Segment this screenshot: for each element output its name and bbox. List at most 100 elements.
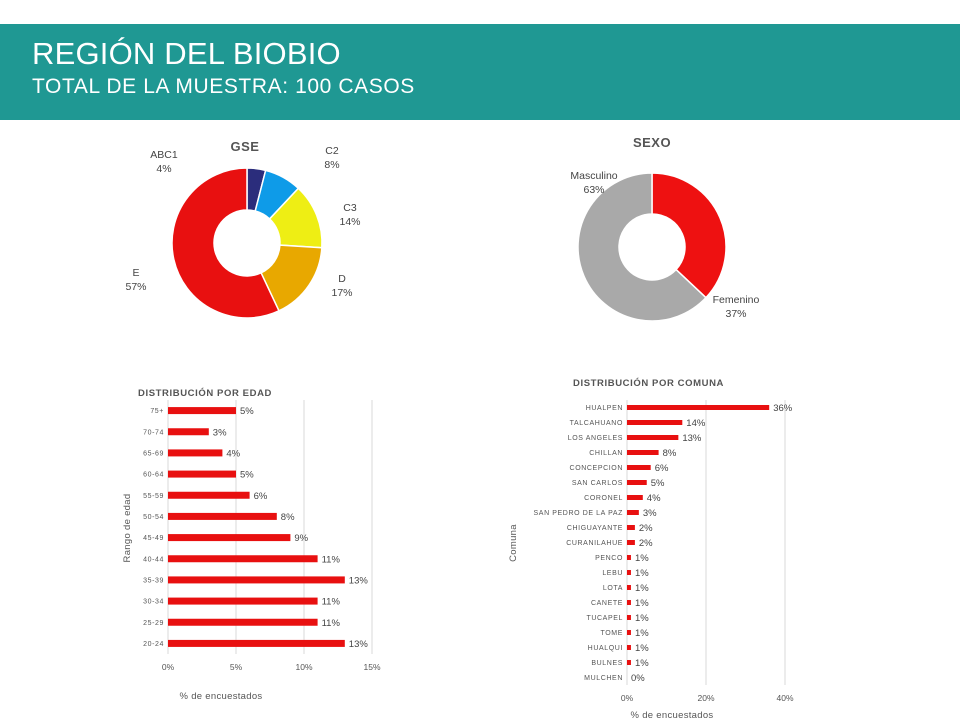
edad-x-tick: 15% <box>363 662 380 672</box>
comuna-data-label: 36% <box>773 403 793 414</box>
comuna-x-tick: 40% <box>776 693 793 703</box>
comuna-data-label: 1% <box>635 643 649 654</box>
comuna-category-label: CANETE <box>591 600 623 607</box>
comuna-bar-chiguayante <box>627 525 635 530</box>
edad-bar-55-59 <box>168 491 250 499</box>
edad-bar-60-64 <box>168 470 236 478</box>
edad-data-label: 11% <box>322 554 341 565</box>
sexo-label-femenino: Femenino <box>713 294 760 306</box>
edad-data-label: 3% <box>213 427 227 438</box>
edad-category-label: 60-64 <box>143 472 164 479</box>
edad-bar-65-69 <box>168 449 223 457</box>
edad-category-label: 45-49 <box>143 535 164 542</box>
comuna-bar-lebu <box>627 570 631 575</box>
edad-bar-40-44 <box>168 555 318 563</box>
edad-y-axis-title: Rango de edad <box>122 494 133 563</box>
edad-x-tick: 10% <box>295 662 312 672</box>
gse-label-c2: C2 <box>325 145 339 157</box>
comuna-bar-talcahuano <box>627 420 683 425</box>
comuna-bar-curanilahue <box>627 540 635 545</box>
comuna-y-axis-title: Comuna <box>508 524 519 562</box>
edad-data-label: 4% <box>226 448 240 459</box>
comuna-category-label: PENCO <box>595 555 623 562</box>
edad-x-axis-title: % de encuestados <box>180 691 263 700</box>
edad-data-label: 13% <box>349 639 369 650</box>
edad-category-label: 25-29 <box>143 620 164 627</box>
comuna-bar-lota <box>627 585 631 590</box>
gse-title: GSE <box>231 139 260 154</box>
comuna-data-label: 1% <box>635 553 649 564</box>
comuna-category-label: CHIGUAYANTE <box>567 525 623 532</box>
comuna-category-label: HUALPEN <box>586 405 623 412</box>
edad-category-label: 35-39 <box>143 577 164 584</box>
edad-data-label: 13% <box>349 575 369 586</box>
comuna-category-label: LOS ANGELES <box>568 435 623 442</box>
comuna-bar-los-angeles <box>627 435 679 440</box>
comuna-data-label: 1% <box>635 598 649 609</box>
sexo-value-masculino: 63% <box>583 184 604 196</box>
sexo-title: SEXO <box>633 135 671 150</box>
comuna-bar-hualpen <box>627 405 770 410</box>
gse-donut-chart: GSE ABC1 4% C2 8% C3 14% D 17% E 57% <box>125 139 361 319</box>
comuna-category-label: TALCAHUANO <box>570 420 623 427</box>
edad-category-label: 70-74 <box>143 429 164 436</box>
comuna-data-label: 2% <box>639 523 653 534</box>
page-subtitle: TOTAL DE LA MUESTRA: 100 CASOS <box>32 75 415 98</box>
edad-category-label: 55-59 <box>143 493 164 500</box>
gse-label-c3: C3 <box>343 202 357 214</box>
edad-bar-20-24 <box>168 639 345 647</box>
comuna-data-label: 5% <box>651 478 665 489</box>
comuna-category-label: SAN CARLOS <box>572 480 623 487</box>
gse-value-c3: 14% <box>339 216 360 228</box>
comuna-data-label: 1% <box>635 628 649 639</box>
edad-category-label: 75+ <box>150 408 164 415</box>
comuna-bar-canete <box>627 600 631 605</box>
edad-data-label: 8% <box>281 512 295 523</box>
comuna-data-label: 0% <box>631 673 645 684</box>
comuna-bar-tome <box>627 630 631 635</box>
edad-title: DISTRIBUCIÓN POR EDAD <box>138 387 272 399</box>
comuna-data-label: 1% <box>635 568 649 579</box>
edad-data-label: 6% <box>254 491 268 502</box>
edad-x-tick: 0% <box>162 662 175 672</box>
edad-bar-chart: DISTRIBUCIÓN POR EDAD 0% 5% 10% 15% 75+ 5% 70-7… <box>122 387 381 700</box>
comuna-x-axis-title: % de encuestados <box>631 710 714 720</box>
sexo-slice-femenino <box>651 172 727 299</box>
gse-label-d: D <box>338 273 346 285</box>
gse-label-abc1: ABC1 <box>150 149 178 161</box>
comuna-category-label: LOTA <box>603 585 623 592</box>
comuna-bar-bulnes <box>627 660 631 665</box>
edad-category-label: 30-34 <box>143 599 164 606</box>
comuna-bar-hualqui <box>627 645 631 650</box>
edad-bar-25-29 <box>168 618 318 626</box>
comuna-bar-tucapel <box>627 615 631 620</box>
comuna-title: DISTRIBUCIÓN POR COMUNA <box>573 377 724 389</box>
comuna-data-label: 1% <box>635 583 649 594</box>
comuna-data-label: 6% <box>655 463 669 474</box>
comuna-data-label: 3% <box>643 508 657 519</box>
sexo-donut-chart: SEXO Femenino 37% Masculino 63% <box>570 135 760 322</box>
comuna-category-label: CONCEPCION <box>570 465 623 472</box>
edad-category-label: 20-24 <box>143 641 164 648</box>
comuna-bar-chillan <box>627 450 659 455</box>
page-title: REGIÓN DEL BIOBIO <box>32 36 341 71</box>
edad-bar-50-54 <box>168 512 277 520</box>
comuna-data-label: 8% <box>663 448 677 459</box>
comuna-category-label: CORONEL <box>584 495 623 502</box>
comuna-category-label: TUCAPEL <box>587 615 624 622</box>
comuna-category-label: SAN PEDRO DE LA PAZ <box>534 510 624 517</box>
comuna-bar-coronel <box>627 495 643 500</box>
sexo-value-femenino: 37% <box>725 308 746 320</box>
gse-value-abc1: 4% <box>156 163 171 175</box>
edad-data-label: 9% <box>294 533 308 544</box>
comuna-category-label: HUALQUI <box>588 645 623 652</box>
comuna-category-label: TOME <box>601 630 624 637</box>
comuna-bar-chart: DISTRIBUCIÓN POR COMUNA 0% 20% 40% HUALPEN 36… <box>508 377 794 720</box>
edad-data-label: 11% <box>322 618 341 629</box>
comuna-bar-san-pedro-de-la-paz <box>627 510 639 515</box>
comuna-data-label: 2% <box>639 538 653 549</box>
sexo-label-masculino: Masculino <box>570 170 617 182</box>
sexo-slice-masculino <box>577 172 708 322</box>
edad-data-label: 5% <box>240 406 254 417</box>
comuna-bar-penco <box>627 555 631 560</box>
